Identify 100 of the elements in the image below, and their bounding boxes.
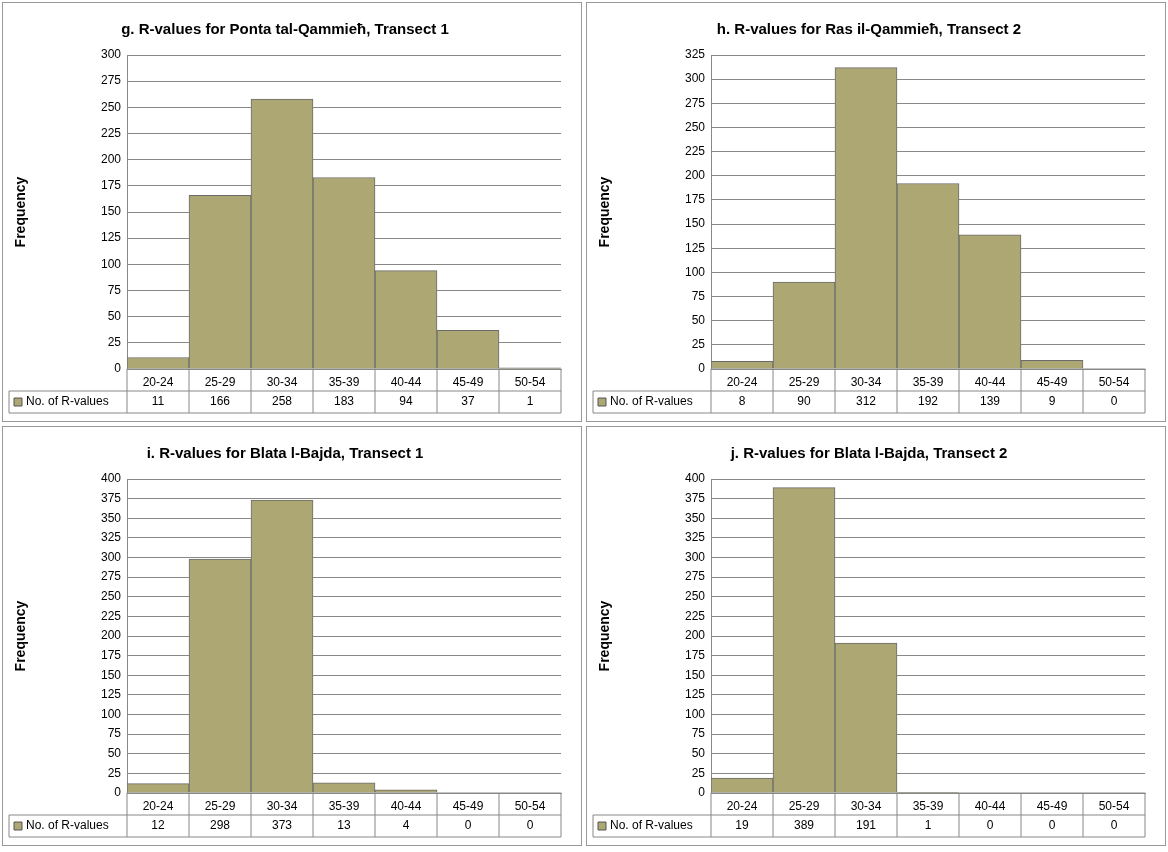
- y-tick-label: 400: [684, 471, 706, 486]
- x-tick-label: 30-34: [266, 374, 298, 389]
- y-tick-label: 375: [100, 490, 122, 505]
- data-label: 312: [855, 394, 877, 409]
- data-label: 192: [917, 394, 939, 409]
- chart-title: i. R-values for Blata l-Bajda, Transect 1: [146, 444, 424, 462]
- y-tick-label: 100: [684, 706, 706, 721]
- x-tick-label: 25-29: [204, 374, 236, 389]
- y-tick-label: 25: [691, 337, 706, 352]
- y-tick-label: 275: [100, 569, 122, 584]
- data-label: 90: [797, 394, 811, 409]
- y-tick-label: 100: [100, 706, 122, 721]
- y-tick-label: 25: [691, 765, 706, 780]
- data-label: 191: [855, 818, 877, 833]
- x-tick-label: 20-24: [726, 798, 758, 813]
- y-tick-label: 200: [100, 628, 122, 643]
- x-tick-label: 20-24: [142, 798, 174, 813]
- x-tick-label: 35-39: [328, 374, 360, 389]
- y-tick-label: 400: [100, 471, 122, 486]
- x-tick-label: 35-39: [328, 798, 360, 813]
- y-tick-label: 275: [684, 95, 706, 110]
- y-tick-label: 200: [684, 628, 706, 643]
- x-tick-label: 20-24: [142, 374, 174, 389]
- data-label: 11: [151, 394, 165, 409]
- x-tick-label: 25-29: [204, 798, 236, 813]
- y-axis-title: Frequency: [596, 176, 613, 248]
- y-tick-label: 50: [691, 313, 706, 327]
- y-tick-label: 175: [100, 178, 122, 193]
- y-tick-label: 75: [691, 726, 706, 741]
- x-tick-label: 50-54: [1098, 798, 1130, 813]
- y-tick-label: 0: [114, 785, 122, 800]
- y-tick-label: 225: [684, 608, 706, 623]
- y-axis-title: Frequency: [12, 176, 29, 248]
- data-label: 373: [271, 818, 293, 833]
- y-tick-label: 50: [107, 746, 122, 761]
- y-tick-label: 125: [100, 230, 122, 245]
- y-tick-label: 225: [100, 125, 122, 140]
- y-tick-label: 50: [107, 308, 122, 323]
- x-tick-label: 35-39: [912, 798, 944, 813]
- x-tick-label: 30-34: [266, 798, 298, 813]
- y-tick-label: 125: [100, 687, 122, 702]
- data-label: 0: [1110, 818, 1118, 833]
- data-label: 0: [986, 818, 994, 833]
- y-tick-label: 200: [100, 151, 122, 166]
- data-label: 9: [1048, 394, 1056, 409]
- data-label: 1: [526, 394, 534, 409]
- y-tick-label: 0: [698, 785, 706, 800]
- data-label: 183: [333, 394, 355, 409]
- x-tick-label: 45-49: [452, 374, 484, 389]
- data-label: 0: [1048, 818, 1056, 833]
- x-tick-label: 50-54: [1098, 374, 1130, 389]
- x-tick-label: 20-24: [726, 374, 758, 389]
- data-label: 4: [402, 818, 410, 833]
- y-tick-label: 100: [100, 256, 122, 271]
- y-tick-label: 75: [107, 726, 122, 741]
- y-tick-label: 325: [684, 47, 706, 62]
- x-tick-label: 30-34: [850, 374, 882, 389]
- y-tick-label: 325: [684, 530, 706, 545]
- data-label: 258: [271, 394, 293, 409]
- data-label: 0: [464, 818, 472, 833]
- y-tick-label: 275: [100, 73, 122, 88]
- data-label: 1: [924, 818, 932, 833]
- x-tick-label: 40-44: [390, 374, 422, 389]
- y-tick-label: 275: [684, 569, 706, 584]
- x-tick-label: 45-49: [1036, 374, 1068, 389]
- y-axis-title: Frequency: [12, 600, 29, 672]
- x-tick-label: 40-44: [390, 798, 422, 813]
- data-label: 389: [793, 818, 815, 833]
- y-tick-label: 300: [100, 47, 122, 62]
- y-tick-label: 250: [100, 99, 122, 114]
- data-label: 298: [209, 818, 231, 833]
- y-tick-label: 250: [684, 589, 706, 604]
- data-label: 139: [979, 394, 1001, 409]
- legend-label: No. of R-values: [610, 818, 693, 833]
- y-tick-label: 175: [684, 192, 706, 207]
- legend-label: No. of R-values: [26, 818, 109, 833]
- x-tick-label: 25-29: [788, 798, 820, 813]
- y-tick-label: 125: [684, 687, 706, 702]
- data-label: 8: [738, 394, 746, 409]
- y-tick-label: 300: [684, 71, 706, 86]
- data-label: 13: [337, 818, 351, 833]
- y-axis-title: Frequency: [596, 600, 613, 672]
- y-tick-label: 100: [684, 264, 706, 279]
- x-tick-label: 25-29: [788, 374, 820, 389]
- chart-title: g. R-values for Ponta tal-Qammieħ, Transect 1: [121, 20, 449, 38]
- data-label: 166: [209, 394, 231, 409]
- y-tick-label: 50: [691, 746, 706, 761]
- chart-title: j. R-values for Blata l-Bajda, Transect 2: [729, 444, 1008, 462]
- data-label: 0: [1110, 394, 1118, 409]
- x-tick-label: 50-54: [514, 374, 546, 389]
- x-tick-label: 45-49: [452, 798, 484, 813]
- x-tick-label: 30-34: [850, 798, 882, 813]
- y-tick-label: 175: [100, 647, 122, 662]
- y-tick-label: 0: [698, 361, 706, 376]
- y-tick-label: 300: [684, 549, 706, 564]
- x-tick-label: 50-54: [514, 798, 546, 813]
- data-label: 37: [461, 394, 475, 409]
- y-tick-label: 325: [100, 530, 122, 545]
- y-tick-label: 150: [100, 204, 122, 219]
- y-tick-label: 25: [107, 765, 122, 780]
